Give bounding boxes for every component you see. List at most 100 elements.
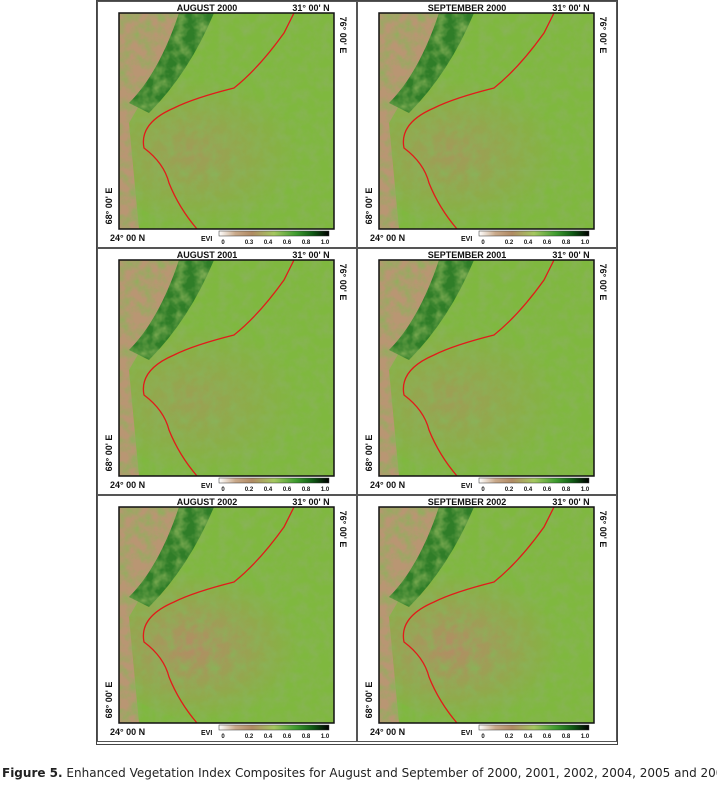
colorbar-tick-label: 1.0 xyxy=(321,487,330,493)
panel-title: SEPTEMBER 2000 xyxy=(428,3,507,13)
colorbar-tick-label: 0.8 xyxy=(302,487,311,493)
map-panel: SEPTEMBER 2001 31° 00' N 76° 00' E 68° 00' … xyxy=(357,248,617,495)
lat-top-label: 31° 00' N xyxy=(552,3,589,13)
legend-label: EVI xyxy=(201,730,212,737)
colorbar-tick-label: 0.4 xyxy=(524,240,533,246)
colorbar-tick-label: 1.0 xyxy=(321,734,330,740)
colorbar-tick-label: 0 xyxy=(221,734,225,740)
caption: Figure 5. Enhanced Vegetation Index Comp… xyxy=(2,766,717,780)
colorbar-tick-label: 0.4 xyxy=(524,734,533,740)
colorbar-tick-label: 0.4 xyxy=(524,487,533,493)
lon-left-label: 68° 00' E xyxy=(104,435,114,472)
colorbar-tick-label: 0.4 xyxy=(264,487,273,493)
colorbar-tick-label: 0.8 xyxy=(562,240,571,246)
colorbar-tick-label: 0.2 xyxy=(245,487,254,493)
lat-top-label: 31° 00' N xyxy=(292,3,329,13)
colorbar-tick-label: 0.4 xyxy=(264,734,273,740)
figure: AUGUST 2000 31° 00' N 76° 00' E 68° 00' E 24… xyxy=(96,0,618,745)
lon-right-label: 76° 00' E xyxy=(598,264,608,301)
legend-label: EVI xyxy=(201,236,212,243)
lat-bottom-label: 24° 00 N xyxy=(370,233,405,243)
lon-right-label: 76° 00' E xyxy=(338,511,348,548)
colorbar-tick-label: 1.0 xyxy=(581,487,590,493)
colorbar-tick-label: 0.3 xyxy=(245,240,254,246)
panel-title: SEPTEMBER 2002 xyxy=(428,497,507,507)
map-frame xyxy=(118,12,335,230)
colorbar-tick-label: 0.6 xyxy=(283,240,292,246)
colorbar-tick-label: 1.0 xyxy=(581,734,590,740)
border-line xyxy=(142,260,295,476)
map-image xyxy=(119,507,334,723)
lon-right-label: 76° 00' E xyxy=(338,17,348,54)
colorbar xyxy=(478,724,590,731)
lat-top-label: 31° 00' N xyxy=(552,497,589,507)
lat-top-label: 31° 00' N xyxy=(552,250,589,260)
colorbar-tick-label: 0.6 xyxy=(283,487,292,493)
caption-label: Figure 5. xyxy=(2,766,63,780)
map-panel: AUGUST 2001 31° 00' N 76° 00' E 68° 00' E 24… xyxy=(97,248,357,495)
lat-bottom-label: 24° 00 N xyxy=(110,480,145,490)
colorbar-tick-label: 0.6 xyxy=(543,487,552,493)
border-line xyxy=(402,260,555,476)
legend-label: EVI xyxy=(201,483,212,490)
border-line xyxy=(142,507,295,723)
lat-top-label: 31° 00' N xyxy=(292,250,329,260)
lat-bottom-label: 24° 00 N xyxy=(110,727,145,737)
map-panel: AUGUST 2000 31° 00' N 76° 00' E 68° 00' E 24… xyxy=(97,1,357,248)
map-panel: SEPTEMBER 2002 31° 00' N 76° 00' E 68° 00' … xyxy=(357,495,617,742)
colorbar-tick-label: 0.6 xyxy=(543,240,552,246)
lon-right-label: 76° 00' E xyxy=(598,511,608,548)
map-texture xyxy=(119,260,334,476)
colorbar xyxy=(218,230,330,237)
caption-text: Enhanced Vegetation Index Composites for… xyxy=(66,766,717,780)
colorbar-tick-label: 0 xyxy=(221,487,225,493)
map-texture xyxy=(379,13,594,229)
map-frame xyxy=(118,506,335,724)
map-frame xyxy=(118,259,335,477)
lon-left-label: 68° 00' E xyxy=(364,435,374,472)
colorbar-tick-label: 1.0 xyxy=(581,240,590,246)
panel-title: SEPTEMBER 2001 xyxy=(428,250,507,260)
panel-title: AUGUST 2001 xyxy=(177,250,238,260)
colorbar-tick-label: 0.8 xyxy=(562,734,571,740)
colorbar-tick-label: 0.6 xyxy=(283,734,292,740)
lon-left-label: 68° 00' E xyxy=(104,682,114,719)
colorbar xyxy=(478,477,590,484)
colorbar-tick-label: 0.2 xyxy=(245,734,254,740)
colorbar-tick-label: 0 xyxy=(221,240,225,246)
map-image xyxy=(119,13,334,229)
colorbar xyxy=(218,724,330,731)
map-panel: SEPTEMBER 2000 31° 00' N 76° 00' E 68° 00' … xyxy=(357,1,617,248)
map-frame xyxy=(378,506,595,724)
colorbar-tick-label: 0 xyxy=(481,734,485,740)
lon-right-label: 76° 00' E xyxy=(338,264,348,301)
lat-bottom-label: 24° 00 N xyxy=(370,727,405,737)
map-image xyxy=(119,260,334,476)
map-frame xyxy=(378,12,595,230)
legend-label: EVI xyxy=(461,730,472,737)
map-image xyxy=(379,13,594,229)
map-texture xyxy=(119,507,334,723)
colorbar xyxy=(218,477,330,484)
legend-label: EVI xyxy=(461,483,472,490)
border-line xyxy=(402,507,555,723)
figure-panels: AUGUST 2000 31° 00' N 76° 00' E 68° 00' E 24… xyxy=(97,1,617,742)
lat-top-label: 31° 00' N xyxy=(292,497,329,507)
lat-bottom-label: 24° 00 N xyxy=(110,233,145,243)
lon-right-label: 76° 00' E xyxy=(598,17,608,54)
border-line xyxy=(402,13,555,229)
lat-bottom-label: 24° 00 N xyxy=(370,480,405,490)
colorbar-tick-label: 0.6 xyxy=(543,734,552,740)
map-image xyxy=(379,507,594,723)
colorbar-tick-label: 0 xyxy=(481,240,485,246)
map-image xyxy=(379,260,594,476)
map-texture xyxy=(379,260,594,476)
colorbar xyxy=(478,230,590,237)
colorbar-tick-label: 0.2 xyxy=(505,734,514,740)
colorbar-tick-label: 0.2 xyxy=(505,240,514,246)
map-texture xyxy=(119,13,334,229)
colorbar-tick-label: 0.8 xyxy=(562,487,571,493)
lon-left-label: 68° 00' E xyxy=(104,188,114,225)
panel-title: AUGUST 2002 xyxy=(177,497,238,507)
